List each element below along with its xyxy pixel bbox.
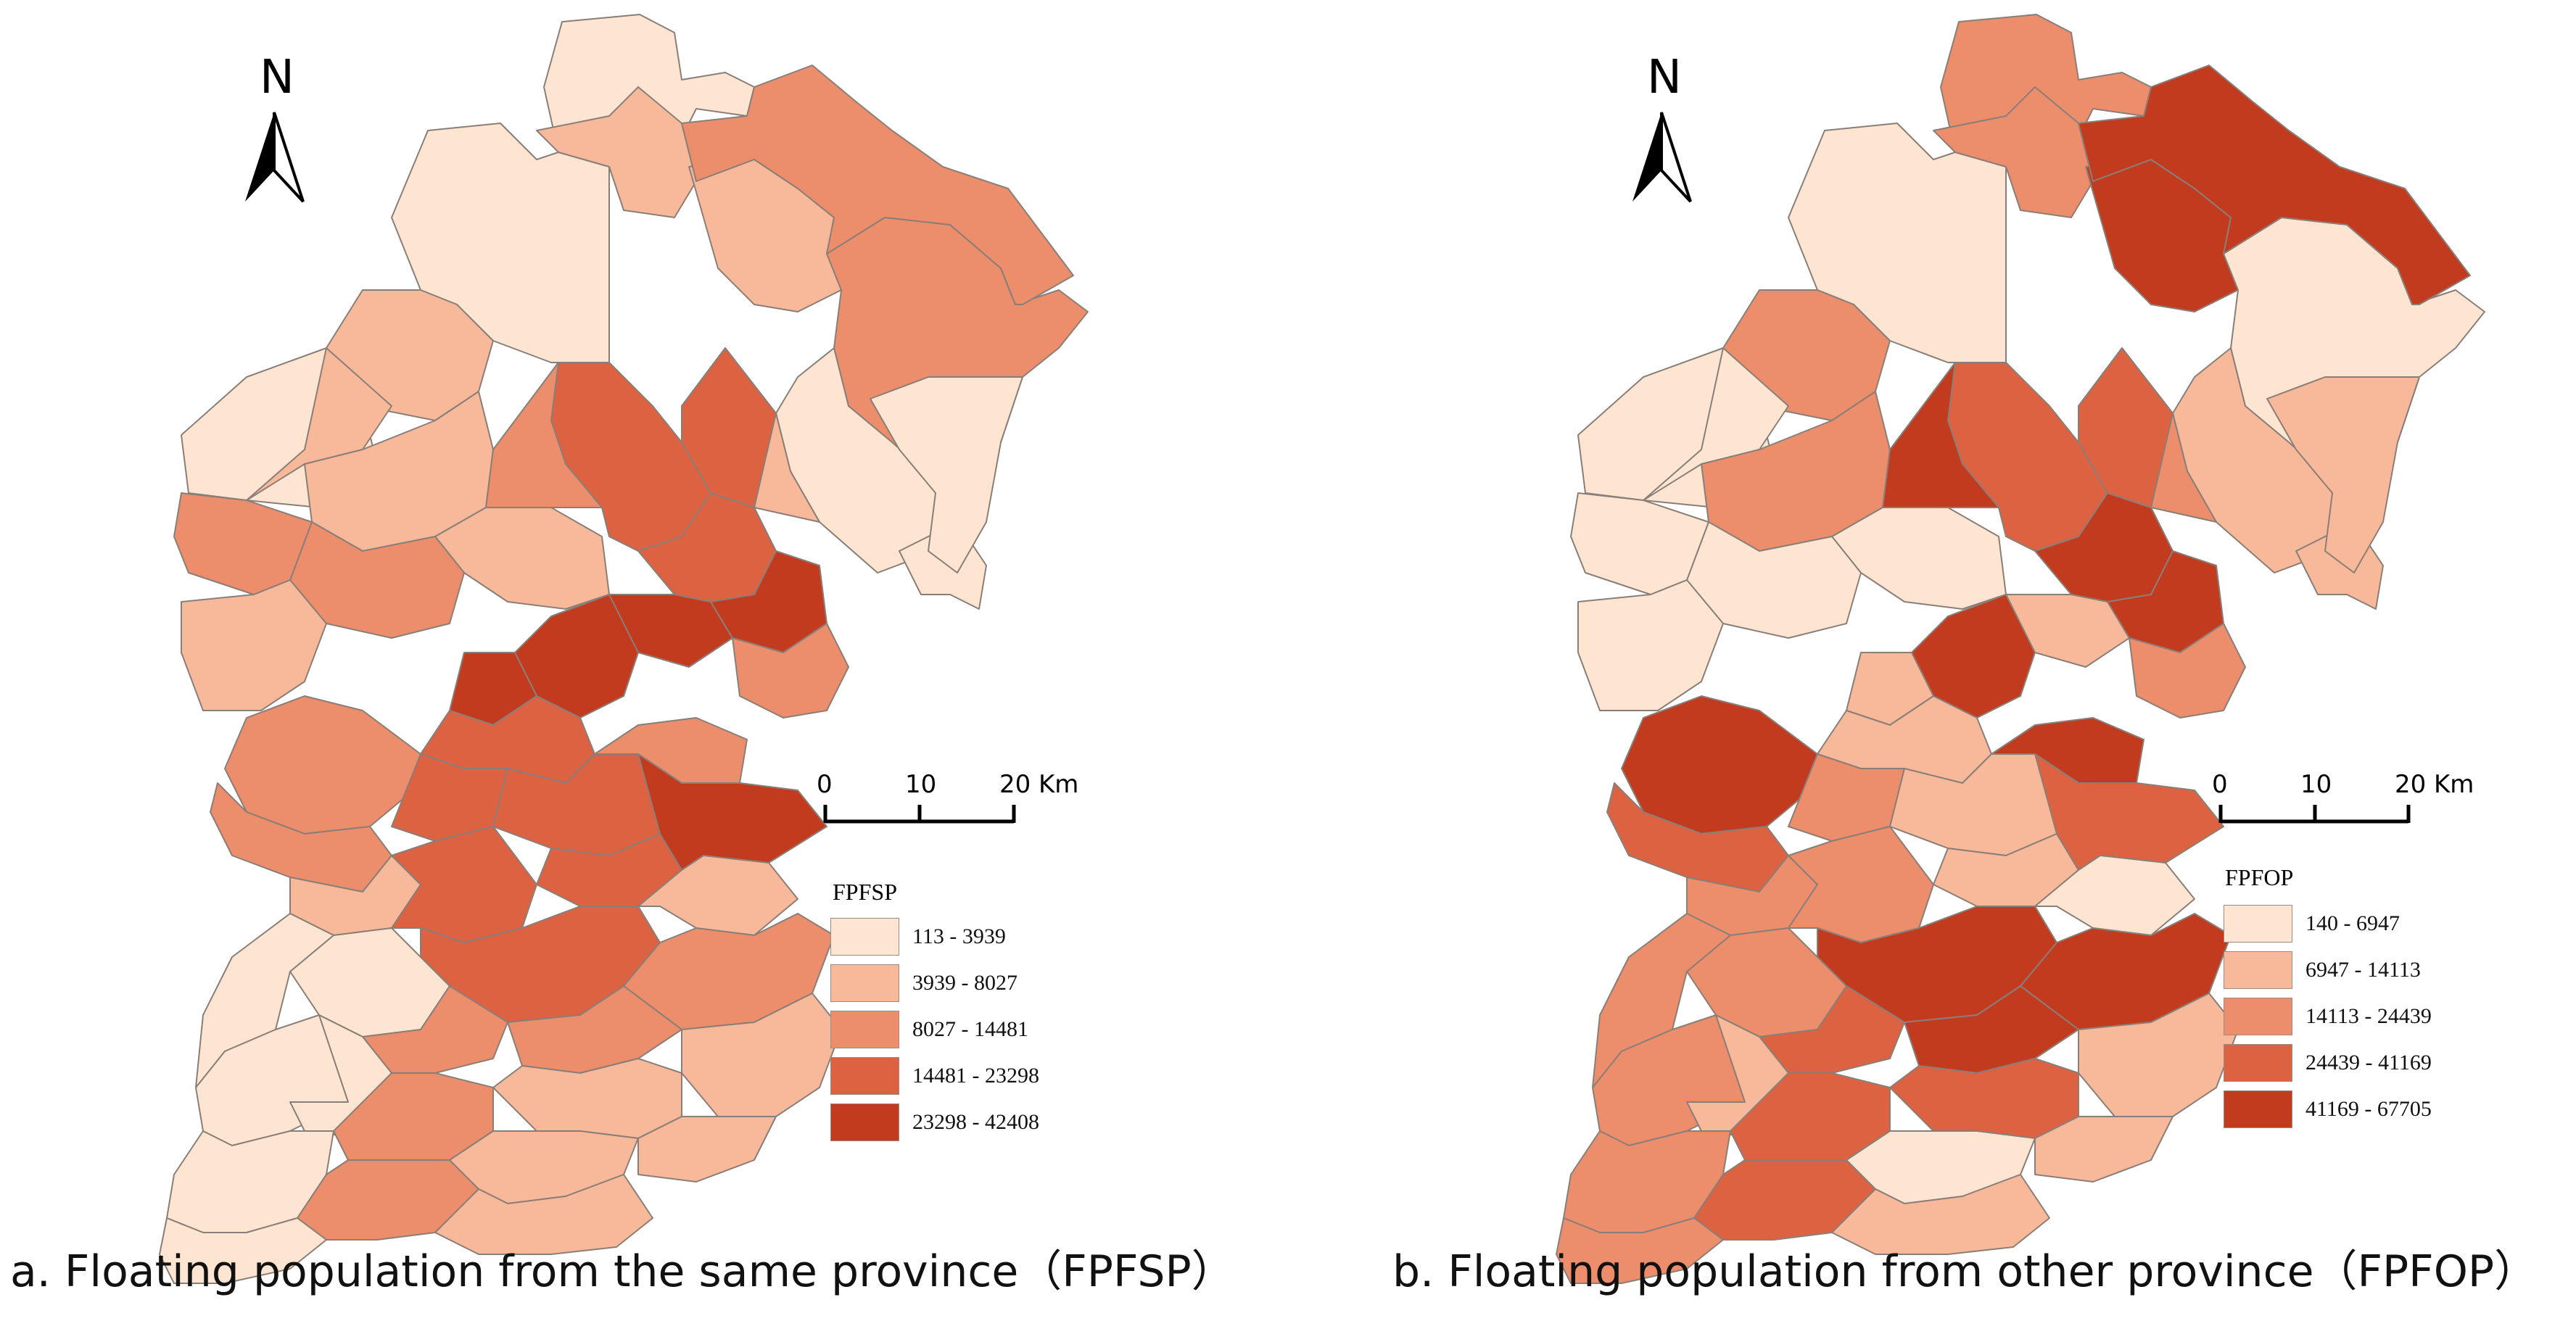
region-16 xyxy=(1577,579,1724,711)
legend-swatch xyxy=(830,1057,899,1095)
legend-class-4: 14481 - 23298 xyxy=(830,1056,1039,1096)
north-arrow xyxy=(245,112,305,203)
region-47 xyxy=(492,1058,682,1139)
region-20 xyxy=(1882,362,1999,508)
region-47 xyxy=(1889,1058,2079,1139)
north-arrow xyxy=(1632,112,1692,203)
scale-tick-0: 0 xyxy=(817,770,833,799)
region-13 xyxy=(434,507,610,610)
region-16 xyxy=(181,579,327,711)
legend-title: FPFOP xyxy=(2225,864,2294,890)
legend-swatch xyxy=(830,964,899,1002)
region-27 xyxy=(1621,695,1818,835)
region-19 xyxy=(2078,347,2174,508)
region-53 xyxy=(159,1217,327,1284)
legend-class-3: 8027 - 14481 xyxy=(830,1009,1028,1050)
region-48 xyxy=(681,993,842,1117)
north-label: N xyxy=(1647,51,1682,104)
legend-label: 14481 - 23298 xyxy=(912,1064,1039,1088)
legend-swatch xyxy=(2224,1044,2292,1082)
legend-label: 14113 - 24439 xyxy=(2305,1004,2432,1028)
legend-label: 41169 - 67705 xyxy=(2305,1097,2432,1121)
region-13 xyxy=(1831,507,2007,610)
legend-class-3: 14113 - 24439 xyxy=(2224,996,2432,1037)
region-52 xyxy=(434,1174,653,1255)
region-35 xyxy=(2034,753,2224,871)
legend-class-1: 113 - 3939 xyxy=(830,916,1006,957)
region-27 xyxy=(224,695,421,835)
scale-tick-0: 0 xyxy=(2212,770,2228,799)
legend-label: 3939 - 8027 xyxy=(912,971,1017,995)
region-48 xyxy=(2078,993,2239,1117)
legend-swatch xyxy=(830,1103,899,1141)
region-52 xyxy=(1831,1174,2050,1255)
map-panel-fpfop: N 0 10 20 Km FPFOP 140 - 6947 6947 - 141… xyxy=(1288,0,2576,1321)
choropleth-map-fpfop xyxy=(1556,14,2485,1284)
region-20 xyxy=(485,362,603,508)
region-35 xyxy=(637,753,827,871)
region-layer xyxy=(1556,14,2485,1284)
map-panel-fpfsp: N 0 10 20 Km FPFSP 113 - 3939 3939 - 802… xyxy=(10,14,1235,1297)
scale-tick-10: 10 xyxy=(905,770,937,799)
region-54 xyxy=(2078,65,2471,305)
legend-swatch xyxy=(830,1011,899,1048)
region-19 xyxy=(681,347,777,508)
legend-swatch xyxy=(2224,951,2292,989)
legend-swatch xyxy=(2224,905,2292,943)
legend-label: 140 - 6947 xyxy=(2305,911,2400,935)
scale-unit: Km xyxy=(1039,770,1079,799)
scale-unit: Km xyxy=(2434,770,2474,799)
map-caption: a. Floating population from the same pro… xyxy=(10,1246,1235,1297)
scale-tick-20: 20 xyxy=(999,770,1031,799)
region-54 xyxy=(681,65,1074,305)
region-51 xyxy=(2034,1116,2174,1183)
legend-label: 113 - 3939 xyxy=(912,924,1006,948)
scale-tick-20: 20 xyxy=(2395,770,2427,799)
scale-tick-10: 10 xyxy=(2300,770,2332,799)
legend-class-2: 6947 - 14113 xyxy=(2224,950,2421,990)
legend-swatch xyxy=(830,918,899,956)
region-25 xyxy=(732,623,849,719)
region-55 xyxy=(2266,376,2420,573)
legend-swatch xyxy=(2224,1090,2292,1128)
legend-label: 23298 - 42408 xyxy=(912,1110,1039,1134)
legend-class-4: 24439 - 41169 xyxy=(2224,1043,2432,1083)
map-caption: b. Floating population from other provin… xyxy=(1392,1246,2538,1297)
region-55 xyxy=(870,376,1023,573)
scale-bar xyxy=(2218,805,2411,824)
choropleth-map-fpfsp xyxy=(159,14,1089,1284)
legend-class-1: 140 - 6947 xyxy=(2224,903,2400,944)
legend-class-5: 41169 - 67705 xyxy=(2224,1089,2432,1130)
region-8 xyxy=(2172,347,2348,573)
scale-bar xyxy=(823,805,1016,824)
region-53 xyxy=(1556,1217,1724,1284)
legend-title: FPFSP xyxy=(833,879,897,905)
legend-label: 6947 - 14113 xyxy=(2305,958,2421,982)
legend-class-5: 23298 - 42408 xyxy=(830,1102,1039,1143)
region-51 xyxy=(637,1116,777,1183)
region-5 xyxy=(1933,86,2094,218)
legend-label: 24439 - 41169 xyxy=(2305,1051,2432,1074)
region-5 xyxy=(536,86,697,218)
region-8 xyxy=(775,347,951,573)
legend-class-2: 3939 - 8027 xyxy=(830,963,1017,1003)
region-layer xyxy=(159,14,1089,1284)
legend-swatch xyxy=(2224,998,2292,1035)
region-25 xyxy=(2129,623,2246,719)
north-label: N xyxy=(260,51,294,104)
legend-label: 8027 - 14481 xyxy=(912,1017,1028,1041)
